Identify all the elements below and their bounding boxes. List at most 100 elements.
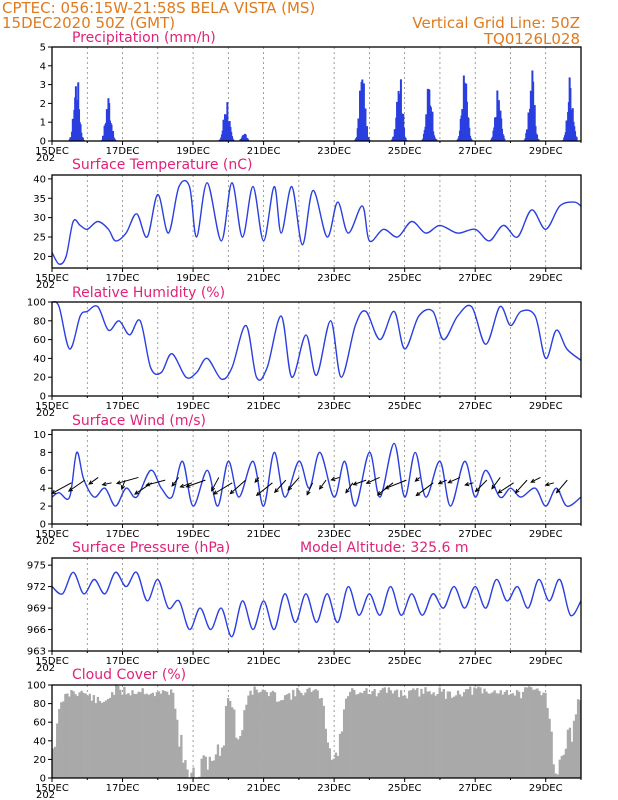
precip-bar <box>537 139 540 141</box>
x-tick-label: 17DEC <box>106 146 140 157</box>
cloud-bar <box>479 687 482 778</box>
x-tick-label: 15DEC <box>35 146 69 157</box>
cloud-bar <box>408 690 411 778</box>
cloud-bar <box>165 691 169 778</box>
y-tick-label: 35 <box>33 194 46 205</box>
x-tick-label: 21DEC <box>247 656 281 667</box>
cloud-bar <box>170 689 173 778</box>
wind-arrow <box>438 479 447 485</box>
wind-arrow <box>88 477 99 485</box>
precip-bar <box>244 134 247 141</box>
header-station: CPTEC: 056:15W-21:58S BELA VISTA (MS) <box>2 0 316 17</box>
wind-arrow-head <box>464 481 470 487</box>
x-tick-label: 21DEC <box>247 783 281 794</box>
cloud-bar <box>52 748 55 778</box>
x-tick-label: 21DEC <box>247 146 281 157</box>
panel-title: Surface Pressure (hPa) <box>72 540 230 556</box>
cloud-bar <box>440 691 443 778</box>
cloud-bar <box>200 758 203 778</box>
cloud-bar <box>475 688 478 778</box>
precip-bar <box>503 138 506 141</box>
wind-arrow-head <box>352 481 358 486</box>
cloud-bar <box>316 690 319 778</box>
cloud-bar <box>58 709 61 778</box>
cloud-bar <box>192 767 195 778</box>
x-tick-label: 19DEC <box>176 529 210 540</box>
cloud-bar <box>92 695 96 778</box>
cloud-bar <box>308 687 311 778</box>
wind-arrow-head <box>171 481 176 487</box>
cloud-bar <box>212 760 216 778</box>
cloud-bar <box>64 693 67 778</box>
panel-frame <box>51 174 582 269</box>
cloud-bar <box>255 689 258 778</box>
wind-arrow-head <box>530 478 536 483</box>
cloud-bar <box>88 693 91 778</box>
wind-arrow-head <box>318 484 324 490</box>
cloud-bar <box>542 692 545 778</box>
cloud-bar <box>298 691 301 778</box>
cloud-bar <box>167 694 171 778</box>
precip-bar <box>431 111 434 141</box>
series-line-temp <box>51 179 582 265</box>
cloud-bar <box>383 687 386 778</box>
cloud-bar <box>418 696 421 778</box>
wind-arrow-head <box>306 490 311 496</box>
cloud-bar <box>202 755 205 778</box>
cloud-bar <box>558 759 561 778</box>
cloud-bar <box>216 744 220 778</box>
cloud-bar <box>184 759 187 778</box>
x-year-label: 202 <box>36 536 55 547</box>
cloud-bar <box>338 733 342 778</box>
wind-arrow <box>385 479 407 490</box>
cloud-bar <box>399 690 403 778</box>
wind-arrow <box>556 479 568 493</box>
cloud-bar <box>458 694 462 778</box>
cloud-bar <box>241 730 244 778</box>
x-tick-label: 25DEC <box>388 401 422 412</box>
cloud-bar <box>521 691 525 778</box>
cloud-bar <box>155 692 159 778</box>
cloud-bar <box>265 691 268 778</box>
x-tick-label: 19DEC <box>176 783 210 794</box>
y-tick-label: 963 <box>27 647 46 658</box>
x-tick-label: 17DEC <box>106 273 140 284</box>
cloud-bar <box>416 688 419 778</box>
precip-bar <box>368 139 371 141</box>
panel-title: Surface Temperature (nC) <box>72 157 253 173</box>
x-tick-label: 23DEC <box>317 783 351 794</box>
cloud-bar <box>204 756 207 778</box>
y-tick-label: 2 <box>40 502 46 513</box>
cloud-bar <box>237 739 240 778</box>
cloud-bar <box>153 696 157 778</box>
cloud-bar <box>277 701 281 778</box>
cloud-bar <box>530 687 533 778</box>
wind-arrow <box>448 476 461 484</box>
cloud-bar <box>363 690 366 778</box>
cloud-bar <box>121 694 124 778</box>
y-tick-label: 0 <box>40 774 46 785</box>
cloud-bar <box>129 695 132 778</box>
precip-bar <box>574 131 577 141</box>
cloud-bar <box>515 690 519 778</box>
panel-frame <box>51 557 582 652</box>
wind-arrow <box>274 479 287 493</box>
precip-bar <box>366 126 369 141</box>
cloud-bar <box>133 693 136 778</box>
cloud-bar <box>115 685 118 778</box>
cloud-bar <box>367 693 370 778</box>
cloud-bar <box>222 745 226 778</box>
cloud-bar <box>462 692 466 778</box>
x-tick-label: 17DEC <box>106 656 140 667</box>
wind-arrow-head <box>491 484 496 490</box>
cloud-bar <box>320 698 323 778</box>
x-tick-label: 15DEC <box>35 656 69 667</box>
cloud-bar <box>487 693 490 778</box>
cloud-bar <box>534 689 537 778</box>
y-tick-label: 80 <box>33 316 46 327</box>
precip-bar <box>402 113 405 141</box>
cloud-bar <box>420 688 423 778</box>
wind-arrow <box>331 476 340 481</box>
cloud-bar <box>271 690 275 778</box>
